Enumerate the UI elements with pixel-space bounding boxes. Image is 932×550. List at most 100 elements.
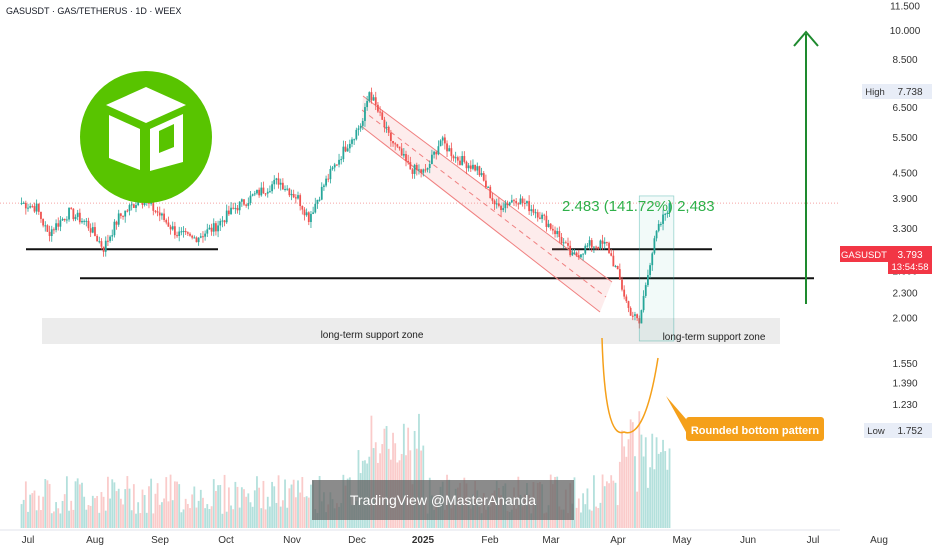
candle-body [193, 237, 196, 239]
volume-bar [584, 504, 587, 528]
candle-body [70, 207, 73, 209]
volume-bar [664, 451, 667, 528]
candle-body [87, 220, 90, 229]
volume-bar [543, 513, 546, 528]
candle-body [580, 254, 582, 258]
x-tick-label: Feb [481, 535, 499, 546]
volume-bar [286, 507, 289, 528]
volume-bar [109, 498, 111, 528]
candle-body [171, 226, 174, 230]
candle-body [655, 230, 658, 239]
candle-body [420, 169, 423, 173]
candle-body [277, 178, 280, 185]
volume-bar [173, 481, 176, 528]
candle-body [664, 213, 667, 215]
candle-body [629, 307, 632, 316]
candle-body [448, 148, 451, 152]
volume-bar [545, 512, 548, 528]
volume-bar [65, 476, 68, 528]
volume-bar [575, 507, 578, 528]
candle-body [560, 236, 563, 244]
volume-bar [27, 511, 29, 528]
candle-body [269, 191, 271, 193]
candle-body [340, 159, 343, 161]
candles [20, 87, 671, 329]
candle-body [208, 227, 211, 230]
candle-body [493, 200, 496, 205]
volume-bar [40, 510, 42, 528]
candle-body [104, 240, 107, 252]
candle-body [202, 236, 204, 238]
candle-body [130, 204, 133, 206]
volume-bar [91, 495, 94, 528]
volume-bar [104, 510, 107, 528]
x-tick-label: Dec [348, 535, 366, 546]
candle-body [98, 241, 101, 243]
volume-bar [647, 487, 649, 528]
candle-body [221, 220, 224, 222]
channel-fill [361, 96, 612, 312]
candle-body [150, 202, 153, 204]
volume-bar [653, 469, 656, 528]
candle-body [161, 213, 163, 216]
volume-bar [657, 453, 660, 528]
volume-bar [143, 495, 146, 528]
logo-cube-top [106, 87, 186, 123]
candle-body [554, 230, 556, 235]
candle-body [668, 203, 671, 213]
volume-bar [634, 456, 636, 528]
candle-body [31, 206, 34, 208]
candle-body [459, 160, 461, 165]
candle-body [35, 203, 38, 212]
x-tick-label: 2025 [412, 535, 435, 546]
volume-bar [264, 509, 267, 528]
candle-body [595, 246, 597, 248]
candle-body [124, 210, 127, 217]
candle-body [266, 191, 269, 194]
volume-bar [76, 478, 79, 528]
x-tick-label: Aug [86, 535, 104, 546]
volume-bar [210, 506, 213, 528]
volume-bar [59, 513, 62, 528]
volume-bar [78, 484, 81, 528]
y-tick-label: 1.230 [892, 400, 917, 411]
volume-bar [119, 498, 122, 528]
volume-bar [605, 481, 608, 528]
candle-body [223, 220, 226, 223]
candle-body [126, 210, 129, 212]
volume-bar [227, 487, 230, 528]
candle-body [528, 201, 531, 212]
volume-bar [42, 496, 45, 528]
candle-body [612, 255, 615, 267]
volume-bar [139, 513, 142, 528]
candle-body [372, 97, 375, 101]
candle-body [182, 230, 185, 232]
channel-bottom-line [360, 125, 601, 313]
candle-body [230, 207, 232, 215]
candle-body [567, 243, 569, 246]
candle-body [111, 235, 114, 237]
candle-body [357, 128, 360, 130]
candle-body [556, 231, 559, 235]
candle-body [258, 189, 261, 196]
candle-body [94, 227, 96, 236]
volume-bar [57, 508, 60, 528]
candle-body [89, 228, 92, 233]
candle-body [107, 240, 109, 242]
volume-bar [610, 475, 613, 528]
candle-body [344, 146, 347, 152]
candle-body [385, 126, 388, 128]
volume-bar [221, 513, 224, 528]
volume-bar [238, 507, 241, 528]
candle-body [605, 241, 608, 243]
candle-body [405, 154, 407, 161]
symbol-tag-bg [840, 246, 888, 262]
volume-bar [305, 496, 308, 528]
volume-bar [284, 479, 286, 528]
volume-bar [614, 482, 617, 528]
candle-body [387, 126, 390, 133]
candle-body [642, 295, 645, 311]
candle-body [513, 200, 515, 202]
high-value: 7.738 [897, 87, 922, 98]
